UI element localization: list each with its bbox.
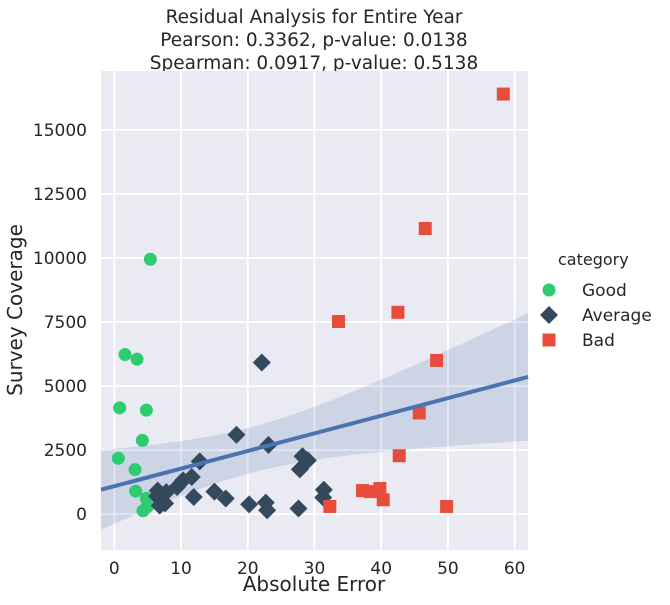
legend-marker-bad <box>542 333 556 347</box>
point-bad <box>323 499 337 513</box>
y-tick-label: 5000 <box>44 377 87 397</box>
point-bad <box>418 222 432 236</box>
x-tick-label: 50 <box>437 559 459 579</box>
chart-title-line-2: Pearson: 0.3362, p-value: 0.0138 <box>160 30 467 51</box>
point-bad <box>373 482 387 496</box>
point-good <box>111 451 125 465</box>
legend-title: category <box>558 250 629 269</box>
point-good <box>143 252 157 266</box>
x-tick-label: 20 <box>237 559 259 579</box>
confidence-interval <box>101 313 528 530</box>
x-tick-label: 40 <box>370 559 392 579</box>
x-tick-label: 30 <box>304 559 326 579</box>
regression-line-group <box>100 375 529 492</box>
regression-line <box>100 375 529 492</box>
point-bad <box>376 493 390 507</box>
legend-marker-good <box>542 283 556 297</box>
legend-label-average: Average <box>582 306 652 326</box>
point-good <box>130 352 144 366</box>
point-bad <box>496 87 510 101</box>
point-average <box>150 496 169 515</box>
point-average <box>227 425 246 444</box>
point-average <box>216 489 235 508</box>
point-average <box>290 460 309 479</box>
legend: category Good Average Bad <box>540 250 652 351</box>
y-tick-label: 10000 <box>33 249 87 269</box>
point-good <box>118 348 132 362</box>
y-tick-label: 2500 <box>44 441 87 461</box>
point-bad <box>391 305 405 319</box>
y-tick-label: 15000 <box>33 121 87 141</box>
chart-title-line-3: Spearman: 0.0917, p-value: 0.5138 <box>150 53 478 74</box>
x-axis-label: Absolute Error <box>243 572 386 596</box>
x-tick-label: 10 <box>170 559 192 579</box>
point-good <box>113 401 127 415</box>
point-average <box>289 499 308 518</box>
confidence-band <box>101 313 528 530</box>
point-average <box>184 487 203 506</box>
grid-lines <box>101 71 528 550</box>
point-bad <box>430 353 444 367</box>
point-bad <box>440 499 454 513</box>
x-tick-labels: 0 10 20 30 40 50 60 <box>109 559 526 579</box>
point-average <box>252 353 271 372</box>
x-tick-label: 0 <box>109 559 120 579</box>
point-good <box>139 403 153 417</box>
point-bad <box>392 449 406 463</box>
legend-marker-average <box>540 306 558 324</box>
point-average <box>258 501 277 520</box>
point-bad <box>412 406 426 420</box>
point-bad <box>332 315 346 329</box>
legend-label-bad: Bad <box>582 331 615 351</box>
y-tick-label: 0 <box>76 505 87 525</box>
point-average <box>205 482 224 501</box>
x-tick-label: 60 <box>504 559 526 579</box>
y-tick-label: 12500 <box>33 185 87 205</box>
legend-label-good: Good <box>582 281 627 301</box>
point-good <box>136 504 150 518</box>
y-tick-labels: 0 2500 5000 7500 10000 12500 15000 <box>33 121 87 525</box>
point-good <box>135 433 149 447</box>
point-good <box>129 484 143 498</box>
point-good <box>128 463 142 477</box>
point-average <box>240 495 259 514</box>
chart-title-line-1: Residual Analysis for Entire Year <box>166 7 463 28</box>
data-points <box>111 87 510 520</box>
y-axis-label: Survey Coverage <box>3 224 27 396</box>
y-tick-label: 7500 <box>44 313 87 333</box>
